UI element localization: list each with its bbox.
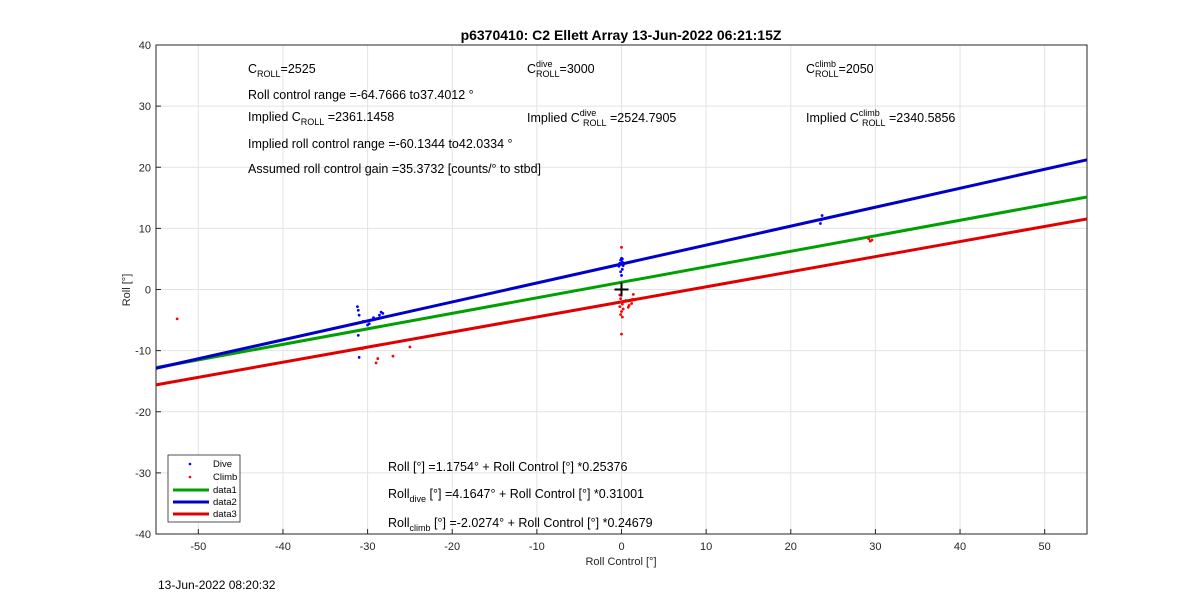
point-climb [619, 313, 623, 316]
annotation-implied-roll-range: Implied roll control range =-60.1344 to4… [248, 137, 513, 151]
point-dive [378, 313, 381, 317]
point-dive [818, 222, 822, 225]
point-dive [356, 305, 359, 309]
data-points [175, 214, 874, 365]
point-climb [175, 317, 179, 321]
point-climb [626, 305, 630, 309]
y-tick-label: 10 [139, 223, 151, 235]
point-climb [391, 354, 395, 358]
x-tick-label: -20 [444, 541, 460, 553]
y-tick-label: 30 [139, 101, 151, 113]
annotation-c-roll: CROLL=2525 [248, 62, 316, 79]
point-climb [631, 292, 635, 296]
annotation-implied-c-roll-dive: Implied Cdive ROLL =2524.7905 [527, 108, 676, 128]
point-dive [356, 333, 360, 337]
point-dive [381, 311, 385, 315]
point-climb [630, 302, 634, 305]
legend-marker-climb [188, 475, 192, 479]
chart-title: p6370410: C2 Ellett Array 13-Jun-2022 06… [461, 27, 782, 43]
footer-timestamp: 13-Jun-2022 08:20:32 [158, 578, 276, 592]
point-climb [620, 315, 624, 319]
annotation-roll-control-range: Roll control range =-64.7666 to37.4012 ° [248, 88, 474, 102]
point-climb [867, 237, 871, 241]
point-dive [620, 260, 624, 264]
legend-label-climb: Climb [213, 472, 237, 483]
point-climb [620, 310, 623, 313]
annotation-c-roll-climb: Cclimb ROLL=2050 [806, 59, 874, 79]
annotation-assumed-gain: Assumed roll control gain =35.3732 [coun… [248, 162, 541, 176]
legend-label-data1: data1 [213, 485, 237, 496]
point-dive [370, 318, 374, 322]
point-dive [819, 218, 823, 222]
point-climb [620, 300, 623, 304]
equation-dive: Rolldive [°] =4.1647° + Roll Control [°]… [388, 487, 644, 504]
point-climb [620, 302, 624, 306]
y-tick-label: -40 [135, 529, 151, 541]
y-tick-label: 40 [139, 40, 151, 52]
y-tick-label: -10 [135, 346, 151, 358]
annotation-implied-c-roll: Implied CROLL =2361.1458 [248, 110, 394, 127]
point-dive [820, 214, 824, 217]
point-climb [619, 297, 623, 301]
point-dive [617, 264, 621, 268]
point-dive [357, 313, 361, 317]
point-climb [361, 347, 364, 351]
point-dive [621, 264, 625, 268]
axis-ticks: -50 -40 -30 -20 -10 0 10 20 30 40 50 -40 -30 -20 -10 0 1… [135, 40, 1051, 553]
point-dive [620, 274, 623, 277]
equation-all: Roll [°] =1.1754° + Roll Control [°] *0.… [388, 460, 627, 474]
y-tick-label: 20 [139, 162, 151, 174]
point-climb [620, 245, 623, 249]
legend-label-data2: data2 [213, 497, 237, 508]
point-dive [356, 308, 360, 312]
point-dive [361, 319, 365, 323]
x-tick-label: 50 [1039, 541, 1051, 553]
x-tick-label: 10 [700, 541, 712, 553]
annotation-c-roll-dive: Cdive ROLL=3000 [527, 59, 595, 79]
x-tick-label: 20 [785, 541, 797, 553]
point-climb [408, 345, 412, 349]
point-climb [376, 357, 380, 360]
equation-climb: Rollclimb [°] =-2.0274° + Roll Control [… [388, 516, 653, 533]
legend-label-dive: Dive [213, 459, 232, 470]
fit-line-data2 [155, 158, 1088, 370]
point-dive [357, 355, 361, 359]
point-climb [631, 297, 634, 301]
point-dive [620, 257, 624, 261]
point-climb [374, 361, 378, 365]
point-climb [621, 307, 625, 311]
point-dive [619, 270, 623, 274]
point-climb [620, 332, 623, 336]
point-climb [618, 305, 622, 309]
point-dive [620, 267, 624, 271]
x-tick-label: 30 [869, 541, 881, 553]
point-dive [372, 316, 375, 320]
fit-line-data1 [155, 195, 1088, 370]
point-climb [624, 299, 628, 302]
y-tick-label: -20 [135, 407, 151, 419]
y-tick-label: -30 [135, 468, 151, 480]
point-dive [367, 322, 371, 326]
point-dive [618, 261, 622, 265]
x-tick-label: -50 [190, 541, 206, 553]
origin-marker [614, 282, 629, 297]
legend: Dive Climb data1 data2 data3 [167, 454, 241, 523]
y-axis-label: Roll [°] [121, 274, 133, 307]
x-tick-label: -30 [360, 541, 376, 553]
legend-marker-dive [188, 462, 192, 466]
x-tick-label: -10 [529, 541, 545, 553]
y-tick-label: 0 [145, 285, 151, 297]
point-climb [870, 238, 874, 242]
x-axis-label: Roll Control [°] [585, 556, 656, 568]
x-tick-label: 40 [954, 541, 966, 553]
x-tick-label: 0 [618, 541, 624, 553]
annotation-implied-c-roll-climb: Implied Cclimb ROLL =2340.5856 [806, 108, 955, 128]
legend-label-data3: data3 [213, 509, 237, 520]
x-tick-label: -40 [275, 541, 291, 553]
